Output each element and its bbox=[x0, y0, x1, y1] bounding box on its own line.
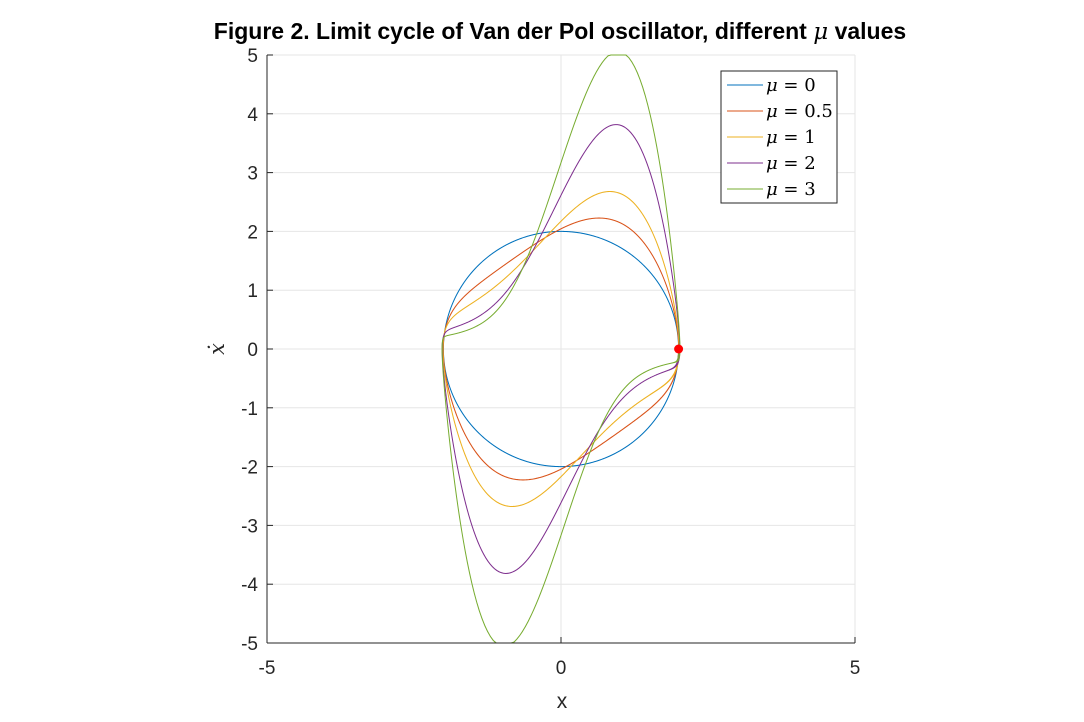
chart-title-text: Figure 2. Limit cycle of Van der Pol osc… bbox=[213, 18, 814, 44]
series-line-mu-1 bbox=[442, 191, 680, 507]
chart-title: Figure 2. Limit cycle of Van der Pol osc… bbox=[0, 18, 1084, 45]
y-tick-label: 4 bbox=[247, 105, 258, 126]
y-tick-label: -3 bbox=[241, 516, 258, 537]
chart-title-suffix: values bbox=[828, 18, 907, 44]
y-tick-label: 0 bbox=[247, 340, 258, 361]
series-line-mu-3 bbox=[441, 54, 681, 644]
series-line-mu-0 bbox=[442, 230, 680, 468]
y-axis-label: ẋ bbox=[205, 343, 229, 355]
x-axis-label: x bbox=[557, 690, 568, 713]
legend-entry: μ = 1 bbox=[766, 127, 816, 148]
series-line-mu-0.5 bbox=[442, 217, 680, 481]
y-tick-label: 3 bbox=[247, 164, 258, 185]
y-tick-label: -5 bbox=[241, 634, 258, 655]
legend-entry: μ = 0.5 bbox=[766, 101, 833, 122]
y-tick-label: -1 bbox=[241, 399, 258, 420]
y-tick-label: 1 bbox=[247, 281, 258, 302]
legend-entry: μ = 3 bbox=[766, 179, 816, 200]
tick-labels: -5 0 5 5 4 3 2 1 0 -1 -2 -3 -4 -5 bbox=[241, 46, 860, 679]
x-tick-label: 0 bbox=[556, 658, 567, 679]
y-tick-label: 2 bbox=[247, 222, 258, 243]
y-tick-label: -2 bbox=[241, 458, 258, 479]
chart-title-mu: μ bbox=[813, 19, 829, 45]
legend-entry: μ = 2 bbox=[766, 153, 816, 174]
legend-entry: μ = 0 bbox=[766, 75, 816, 96]
series-layer bbox=[441, 54, 684, 644]
x-tick-label: 5 bbox=[850, 658, 861, 679]
start-point-marker bbox=[674, 344, 684, 354]
legend: μ = 0 μ = 0.5 μ = 1 μ = 2 μ = 3 bbox=[720, 70, 838, 204]
x-tick-label: -5 bbox=[259, 658, 276, 679]
y-tick-label: 5 bbox=[247, 46, 258, 67]
y-tick-label: -4 bbox=[241, 575, 258, 596]
axes-layer bbox=[266, 54, 856, 644]
